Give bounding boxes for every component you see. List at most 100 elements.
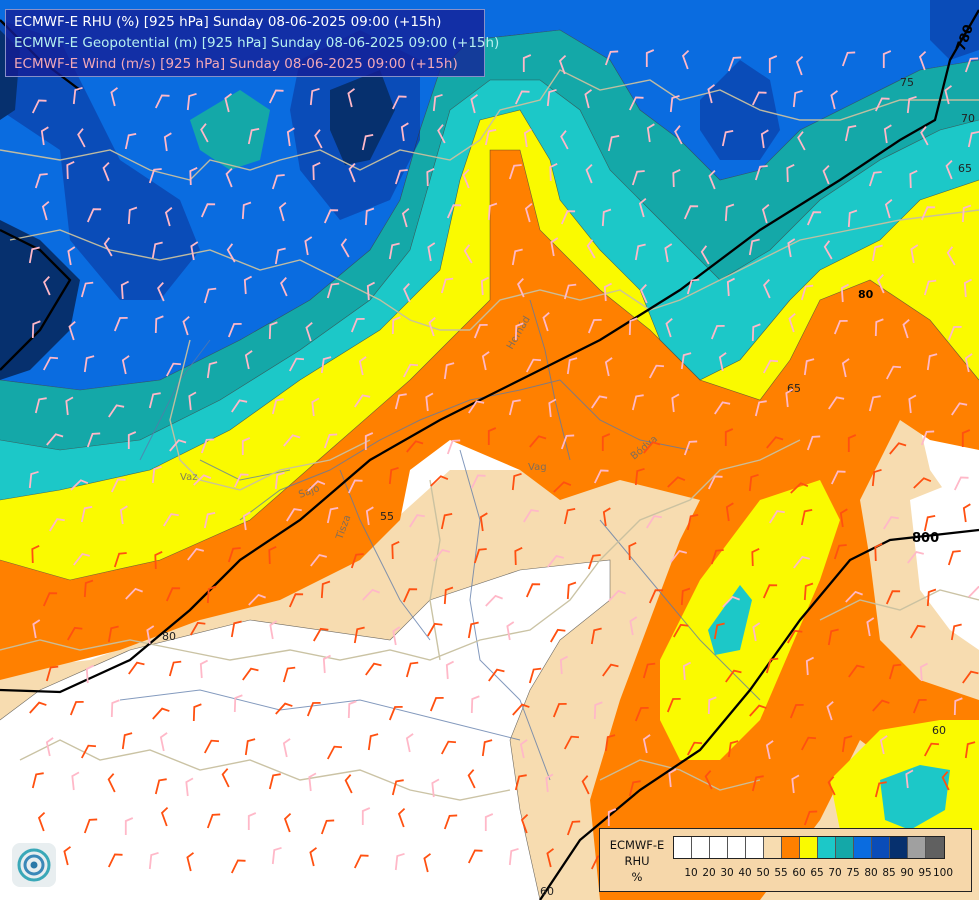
wind-barb	[70, 479, 89, 491]
wind-barb	[394, 852, 405, 871]
wind-barb	[280, 277, 288, 297]
wind-barb	[648, 589, 664, 604]
wind-barb	[286, 127, 295, 147]
wind-barb	[710, 549, 724, 565]
wind-barb	[365, 662, 382, 676]
wind-barb	[440, 740, 457, 755]
wind-barb	[102, 161, 110, 182]
wind-barb	[113, 552, 127, 568]
wind-barb	[795, 55, 804, 76]
legend-tick: 85	[882, 867, 896, 879]
wind-barb	[271, 174, 285, 190]
wind-barb	[866, 617, 875, 637]
wind-barb	[607, 808, 617, 826]
wind-barb	[31, 320, 41, 339]
wind-barb	[193, 474, 212, 486]
wind-barb	[511, 248, 523, 266]
wind-barb	[964, 57, 979, 73]
wind-barb	[666, 697, 681, 713]
legend-tick: 80	[864, 867, 878, 879]
wind-barb	[487, 427, 497, 445]
wind-barb	[487, 202, 498, 221]
wind-barb	[826, 700, 834, 721]
wind-barb	[445, 660, 454, 680]
legend-tick: 75	[846, 867, 860, 879]
wind-barb	[847, 209, 858, 228]
wind-barb	[868, 171, 882, 187]
wind-barb	[271, 846, 282, 865]
wind-barb	[761, 204, 770, 224]
wind-barb	[844, 124, 857, 142]
wind-barb	[227, 547, 241, 563]
wind-barb	[159, 732, 168, 752]
wind-barb	[963, 278, 972, 298]
wind-barb	[707, 696, 717, 715]
wind-barb	[840, 283, 849, 303]
wind-barb	[152, 707, 170, 720]
wind-barb	[800, 284, 814, 301]
legend-swatch	[728, 837, 746, 858]
wind-barb	[168, 660, 182, 677]
wind-barb	[189, 166, 198, 186]
wind-barb	[241, 201, 252, 220]
wind-barb	[113, 316, 128, 332]
wind-barb	[669, 94, 680, 113]
rhu-contours	[0, 29, 979, 900]
wind-barb	[841, 51, 856, 67]
wind-barb	[874, 781, 887, 798]
wind-barb	[683, 440, 698, 456]
wind-barb	[909, 169, 918, 189]
wind-barb	[634, 243, 646, 261]
wind-barb	[704, 770, 713, 790]
wind-barb	[718, 352, 727, 372]
wind-barb	[791, 774, 800, 794]
wind-barb	[353, 854, 369, 869]
wind-barb	[31, 544, 40, 564]
wind-barb	[724, 428, 734, 446]
wind-barb	[391, 316, 401, 335]
wind-barb	[206, 813, 221, 829]
rhu-band-70	[880, 765, 950, 830]
wind-barb	[42, 592, 58, 607]
wind-barb	[528, 667, 542, 684]
wind-barb	[553, 481, 572, 493]
wind-barb	[426, 167, 435, 187]
wind-barb	[920, 126, 929, 146]
wind-barb	[628, 541, 637, 561]
rhu-band-90	[330, 70, 395, 165]
wind-barb	[668, 768, 677, 788]
ecmwf-logo-icon	[12, 843, 56, 887]
wind-barb	[523, 128, 532, 148]
wind-barb	[671, 393, 680, 413]
wind-barb	[350, 553, 364, 569]
wind-barb	[792, 89, 803, 108]
wind-barb	[190, 621, 206, 636]
wind-barb	[473, 548, 487, 564]
wind-barb	[148, 851, 159, 870]
wind-barb	[71, 771, 80, 791]
wind-barb	[833, 544, 847, 560]
wind-barb	[326, 506, 339, 524]
wind-barb	[590, 627, 602, 645]
wind-barb	[769, 510, 785, 524]
wind-barb	[230, 620, 242, 638]
legend-tick: 30	[720, 867, 734, 879]
rhu-contour-label: 55	[380, 510, 394, 523]
legend-title-variable: RHU	[624, 854, 650, 868]
wind-barb	[186, 92, 197, 111]
wind-barb	[34, 397, 47, 414]
wind-barb	[787, 238, 796, 258]
wind-barb	[686, 513, 699, 531]
rhu-band-65	[660, 480, 840, 760]
wind-barb	[833, 319, 848, 335]
wind-barb	[673, 623, 689, 638]
wind-barb	[425, 392, 434, 412]
wind-barb	[200, 123, 209, 143]
legend-title-model: ECMWF-E	[609, 838, 665, 852]
wind-barb	[877, 274, 885, 294]
wind-barb	[110, 87, 119, 107]
wind-barb	[86, 208, 102, 223]
wind-barb	[428, 316, 436, 337]
wind-barb	[119, 505, 128, 525]
